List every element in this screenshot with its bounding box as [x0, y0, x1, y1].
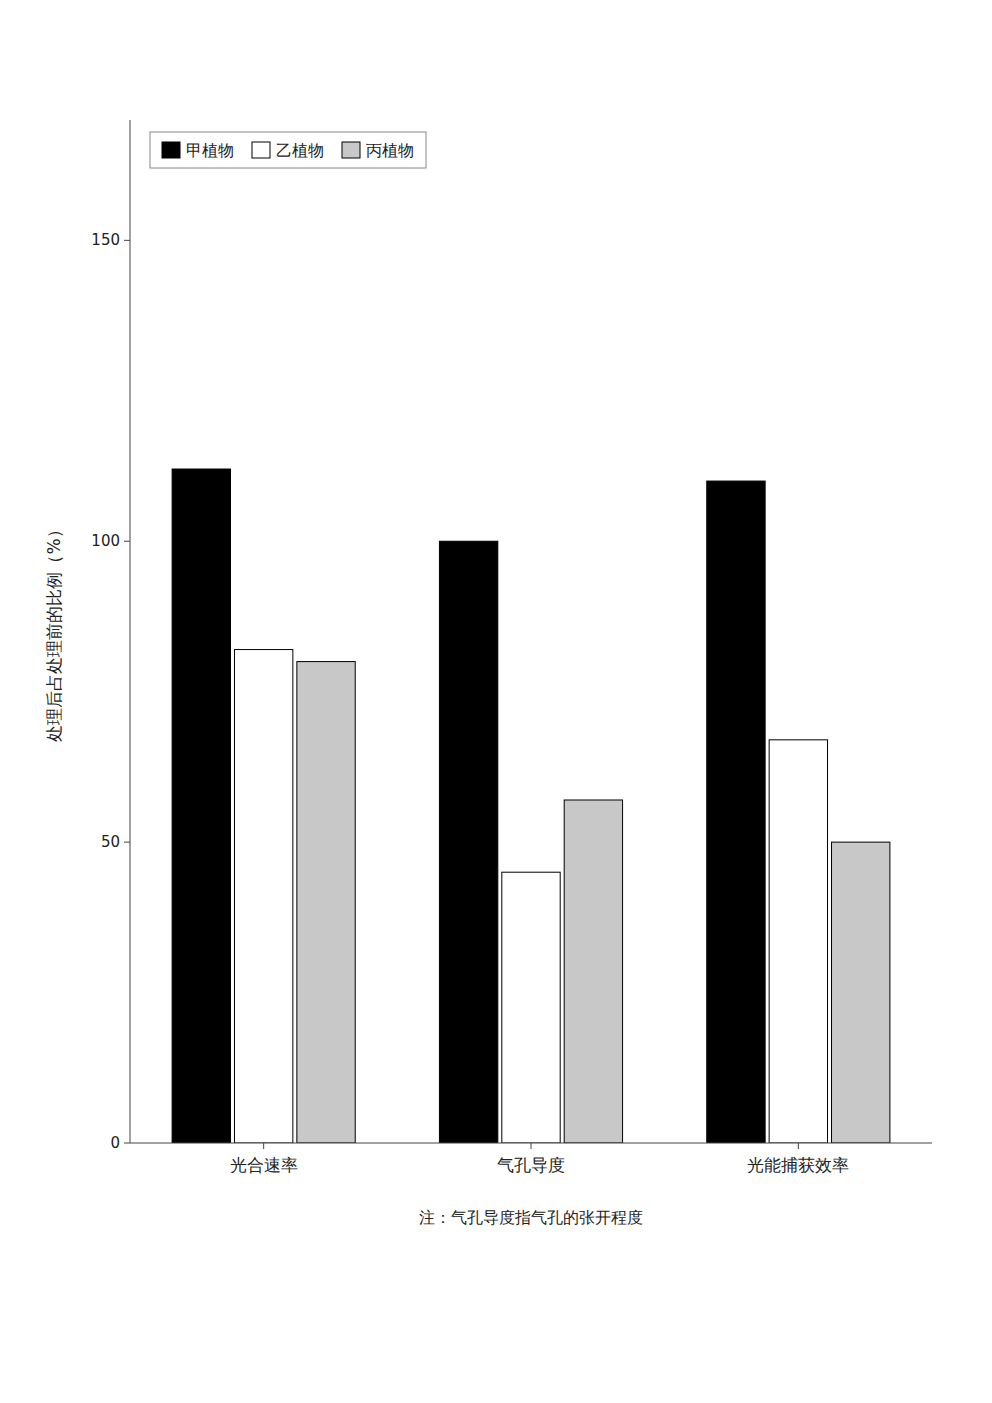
x-tick: [798, 1143, 799, 1149]
legend-frame: [150, 132, 426, 168]
legend-label: 丙植物: [366, 141, 414, 160]
x-axis: 光合速率 气孔导度 光能捕获效率: [130, 1143, 932, 1175]
legend-swatch: [342, 142, 360, 158]
x-tick-label: 气孔导度: [497, 1155, 565, 1175]
bars: [172, 469, 890, 1143]
bar: [502, 872, 560, 1143]
y-axis-line: [130, 120, 131, 1143]
bar: [564, 800, 622, 1143]
annotation: 注：气孔导度指气孔的张开程度: [419, 1208, 643, 1227]
legend-label: 甲植物: [186, 141, 234, 160]
x-tick-label: 光能捕获效率: [747, 1155, 849, 1175]
legend-label: 乙植物: [276, 141, 324, 160]
bar: [172, 469, 230, 1143]
chart-svg: 0 50 100 150 处理后占处理前的比例（%） 光合速率 气孔导度 光能捕获效率注：气孔…: [0, 0, 992, 1403]
y-tick: [124, 842, 130, 843]
bar: [234, 650, 292, 1143]
x-tick-label: 光合速率: [230, 1155, 298, 1175]
y-tick: [124, 541, 130, 542]
bar: [439, 541, 497, 1143]
bar: [297, 662, 355, 1143]
bar: [769, 740, 827, 1143]
y-axis: 0 50 100 150: [91, 120, 130, 1152]
y-axis-label: 处理后占处理前的比例（%）: [44, 521, 64, 741]
y-tick-label: 100: [91, 532, 120, 550]
y-tick: [124, 240, 130, 241]
y-tick: [124, 1143, 130, 1144]
bar: [832, 842, 890, 1143]
legend-swatch: [162, 142, 180, 158]
x-tick: [531, 1143, 532, 1149]
y-tick-label: 150: [91, 231, 120, 249]
legend: 甲植物 乙植物 丙植物: [150, 132, 426, 168]
y-tick-label: 0: [110, 1134, 120, 1152]
y-tick-label: 50: [101, 833, 120, 851]
bar: [707, 481, 765, 1143]
x-tick: [263, 1143, 264, 1149]
chart-container: 0 50 100 150 处理后占处理前的比例（%） 光合速率 气孔导度 光能捕获效率注：气孔…: [0, 0, 992, 1403]
legend-swatch: [252, 142, 270, 158]
